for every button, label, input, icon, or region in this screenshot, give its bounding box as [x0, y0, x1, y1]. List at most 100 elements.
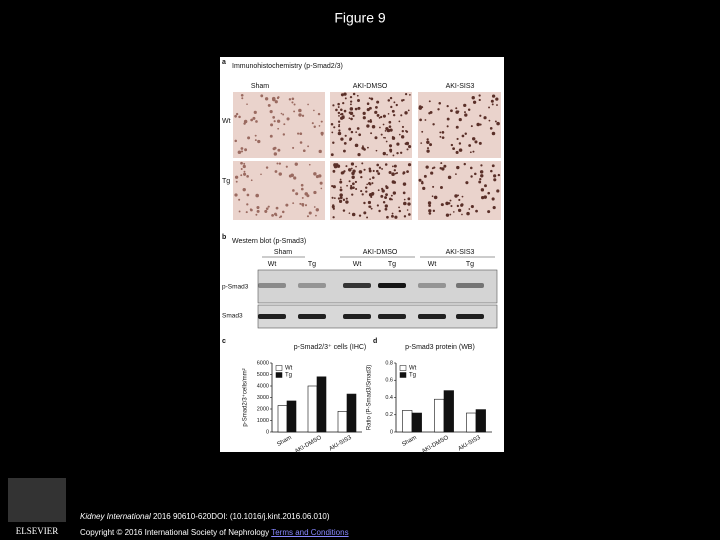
nucleus [346, 184, 348, 187]
nucleus [302, 149, 306, 153]
nucleus [386, 153, 388, 156]
nucleus [464, 113, 468, 117]
nucleus [376, 163, 380, 167]
nucleus [420, 181, 424, 185]
nucleus [467, 108, 471, 112]
nucleus [357, 99, 361, 102]
nucleus [496, 121, 500, 126]
nucleus [343, 109, 347, 113]
nucleus [320, 187, 323, 190]
nucleus [371, 124, 376, 129]
nucleus [483, 195, 487, 199]
nucleus [388, 144, 393, 148]
nucleus [391, 212, 394, 215]
nucleus [428, 100, 431, 103]
nucleus [392, 154, 395, 157]
legend-swatch [399, 372, 407, 378]
nucleus [265, 207, 269, 210]
nucleus [432, 123, 435, 126]
nucleus [234, 193, 238, 197]
nucleus [396, 142, 400, 146]
nucleus [388, 197, 392, 201]
nucleus [313, 125, 316, 128]
nucleus [242, 187, 246, 192]
nucleus [352, 169, 356, 173]
nucleus [400, 114, 403, 117]
nucleus [426, 149, 430, 153]
nucleus [320, 120, 323, 123]
nucleus [370, 132, 373, 135]
terms-link[interactable]: Terms and Conditions [271, 528, 349, 537]
nucleus [306, 215, 310, 218]
nucleus [388, 125, 392, 129]
band [343, 283, 371, 288]
nucleus [402, 98, 405, 102]
nucleus [425, 165, 429, 169]
nucleus [440, 162, 443, 165]
nucleus [375, 105, 378, 109]
nucleus [358, 170, 363, 174]
nucleus [406, 170, 409, 173]
nucleus [340, 108, 343, 111]
nucleus [440, 203, 444, 207]
nucleus [369, 183, 372, 186]
nucleus [350, 117, 353, 121]
nucleus [320, 131, 324, 136]
nucleus [433, 195, 438, 200]
nucleus [298, 113, 302, 117]
nucleus [470, 125, 473, 128]
nucleus [391, 109, 395, 113]
nucleus [458, 142, 462, 145]
nucleus [299, 132, 303, 136]
nucleus [439, 135, 442, 138]
nucleus [461, 213, 463, 216]
legend-label: Wt [285, 366, 293, 372]
nucleus [382, 114, 386, 118]
nucleus [357, 106, 361, 110]
nucleus [366, 216, 369, 219]
nucleus [378, 209, 381, 213]
nucleus [277, 148, 281, 152]
nucleus [339, 180, 343, 184]
nucleus [350, 130, 354, 134]
nucleus [491, 94, 496, 98]
nucleus [278, 172, 282, 176]
nucleus [337, 197, 341, 200]
nucleus [391, 136, 396, 140]
nucleus [264, 209, 268, 213]
nucleus [366, 108, 370, 112]
nucleus [492, 205, 496, 210]
nucleus [313, 109, 315, 112]
lane-label: Tg [308, 261, 316, 268]
nucleus [333, 164, 338, 169]
nucleus [355, 165, 357, 168]
panel-label: a [222, 59, 226, 66]
row-label: Tg [222, 178, 230, 185]
nucleus [332, 169, 336, 173]
nucleus [445, 213, 450, 217]
nucleus [455, 107, 458, 110]
nucleus [250, 118, 253, 122]
nucleus [278, 162, 282, 165]
lanes: Wt Tg Wt Tg Wt Tg [258, 261, 484, 319]
y-tick-label: 0.4 [385, 395, 393, 401]
nucleus [332, 216, 335, 219]
nucleus [293, 176, 297, 180]
panel-label: b [222, 234, 226, 241]
nucleus [494, 120, 497, 123]
nucleus [257, 139, 261, 144]
row-label: Wt [222, 118, 231, 125]
nucleus [238, 115, 241, 119]
nucleus [426, 147, 430, 150]
micrograph [233, 92, 325, 158]
nucleus [419, 118, 422, 122]
nucleus [491, 164, 495, 168]
nucleus [350, 167, 353, 170]
nucleus [386, 215, 389, 219]
nucleus [393, 101, 396, 104]
nucleus [490, 169, 493, 173]
nucleus [315, 175, 319, 179]
nucleus [291, 97, 295, 101]
band [418, 283, 446, 288]
nucleus [483, 116, 487, 120]
